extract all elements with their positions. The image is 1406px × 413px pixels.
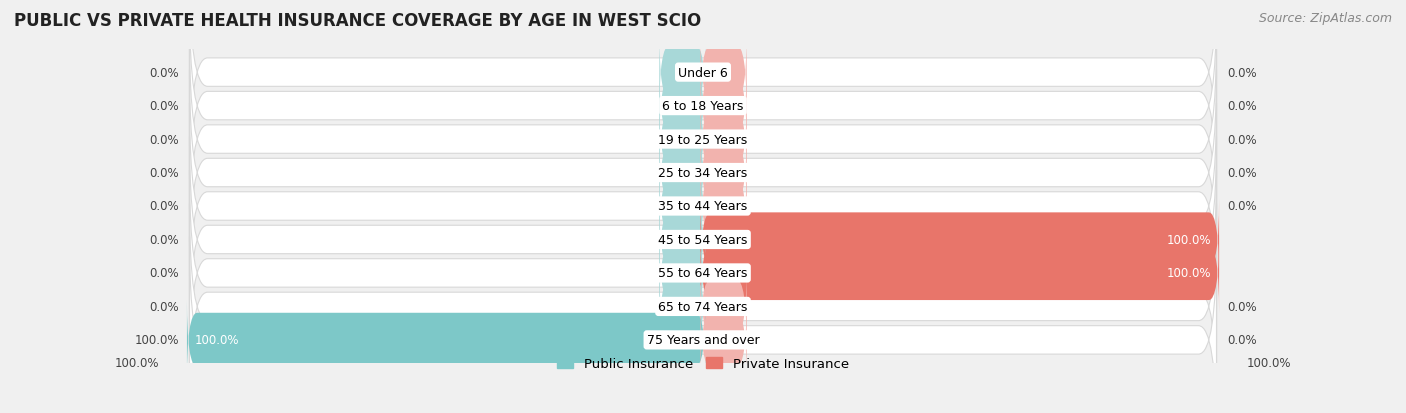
FancyBboxPatch shape: [659, 267, 706, 347]
Text: 6 to 18 Years: 6 to 18 Years: [662, 100, 744, 113]
Text: 65 to 74 Years: 65 to 74 Years: [658, 300, 748, 313]
Text: 0.0%: 0.0%: [1227, 166, 1257, 180]
Text: 0.0%: 0.0%: [149, 300, 179, 313]
FancyBboxPatch shape: [700, 200, 1219, 280]
FancyBboxPatch shape: [190, 71, 1216, 276]
Text: 0.0%: 0.0%: [149, 267, 179, 280]
Text: 0.0%: 0.0%: [149, 233, 179, 247]
Text: Source: ZipAtlas.com: Source: ZipAtlas.com: [1258, 12, 1392, 25]
Text: 100.0%: 100.0%: [1247, 356, 1291, 369]
FancyBboxPatch shape: [700, 66, 747, 146]
Text: 0.0%: 0.0%: [149, 100, 179, 113]
Text: 55 to 64 Years: 55 to 64 Years: [658, 267, 748, 280]
FancyBboxPatch shape: [190, 171, 1216, 376]
Text: 100.0%: 100.0%: [1167, 267, 1212, 280]
Text: 75 Years and over: 75 Years and over: [647, 334, 759, 347]
Text: Under 6: Under 6: [678, 66, 728, 79]
FancyBboxPatch shape: [190, 237, 1216, 413]
FancyBboxPatch shape: [659, 33, 706, 113]
Text: 100.0%: 100.0%: [115, 356, 159, 369]
FancyBboxPatch shape: [700, 133, 747, 213]
FancyBboxPatch shape: [659, 200, 706, 280]
FancyBboxPatch shape: [659, 233, 706, 313]
Text: 0.0%: 0.0%: [149, 133, 179, 146]
FancyBboxPatch shape: [187, 300, 706, 380]
Text: 0.0%: 0.0%: [149, 200, 179, 213]
FancyBboxPatch shape: [659, 167, 706, 246]
Text: PUBLIC VS PRIVATE HEALTH INSURANCE COVERAGE BY AGE IN WEST SCIO: PUBLIC VS PRIVATE HEALTH INSURANCE COVER…: [14, 12, 702, 30]
Text: 0.0%: 0.0%: [149, 166, 179, 180]
FancyBboxPatch shape: [700, 167, 747, 246]
FancyBboxPatch shape: [659, 100, 706, 180]
Text: 100.0%: 100.0%: [1167, 233, 1212, 247]
FancyBboxPatch shape: [700, 267, 747, 347]
Text: 0.0%: 0.0%: [1227, 200, 1257, 213]
FancyBboxPatch shape: [190, 104, 1216, 309]
Text: 0.0%: 0.0%: [1227, 334, 1257, 347]
Legend: Public Insurance, Private Insurance: Public Insurance, Private Insurance: [553, 352, 853, 376]
FancyBboxPatch shape: [190, 4, 1216, 209]
Text: 0.0%: 0.0%: [1227, 100, 1257, 113]
FancyBboxPatch shape: [190, 137, 1216, 342]
FancyBboxPatch shape: [190, 37, 1216, 242]
Text: 0.0%: 0.0%: [149, 66, 179, 79]
Text: 100.0%: 100.0%: [135, 334, 179, 347]
Text: 0.0%: 0.0%: [1227, 133, 1257, 146]
FancyBboxPatch shape: [700, 100, 747, 180]
FancyBboxPatch shape: [190, 204, 1216, 409]
Text: 25 to 34 Years: 25 to 34 Years: [658, 166, 748, 180]
FancyBboxPatch shape: [700, 33, 747, 113]
FancyBboxPatch shape: [659, 66, 706, 146]
FancyBboxPatch shape: [700, 233, 1219, 313]
Text: 0.0%: 0.0%: [1227, 66, 1257, 79]
FancyBboxPatch shape: [190, 0, 1216, 176]
Text: 100.0%: 100.0%: [194, 334, 239, 347]
FancyBboxPatch shape: [700, 300, 747, 380]
FancyBboxPatch shape: [659, 133, 706, 213]
Text: 0.0%: 0.0%: [1227, 300, 1257, 313]
Text: 35 to 44 Years: 35 to 44 Years: [658, 200, 748, 213]
Text: 45 to 54 Years: 45 to 54 Years: [658, 233, 748, 247]
Text: 19 to 25 Years: 19 to 25 Years: [658, 133, 748, 146]
